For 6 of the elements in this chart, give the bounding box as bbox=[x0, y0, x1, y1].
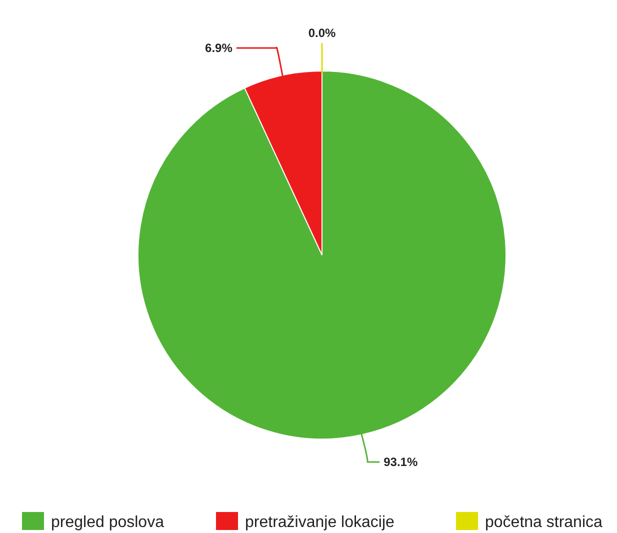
data-label: 6.9% bbox=[205, 40, 233, 55]
legend-label: pretraživanje lokacije bbox=[245, 514, 395, 531]
legend-label: pregled poslova bbox=[51, 514, 164, 531]
text: 0.0% bbox=[308, 26, 336, 40]
legend-label: početna stranica bbox=[485, 514, 603, 531]
data-label: 93.1% bbox=[384, 455, 418, 470]
